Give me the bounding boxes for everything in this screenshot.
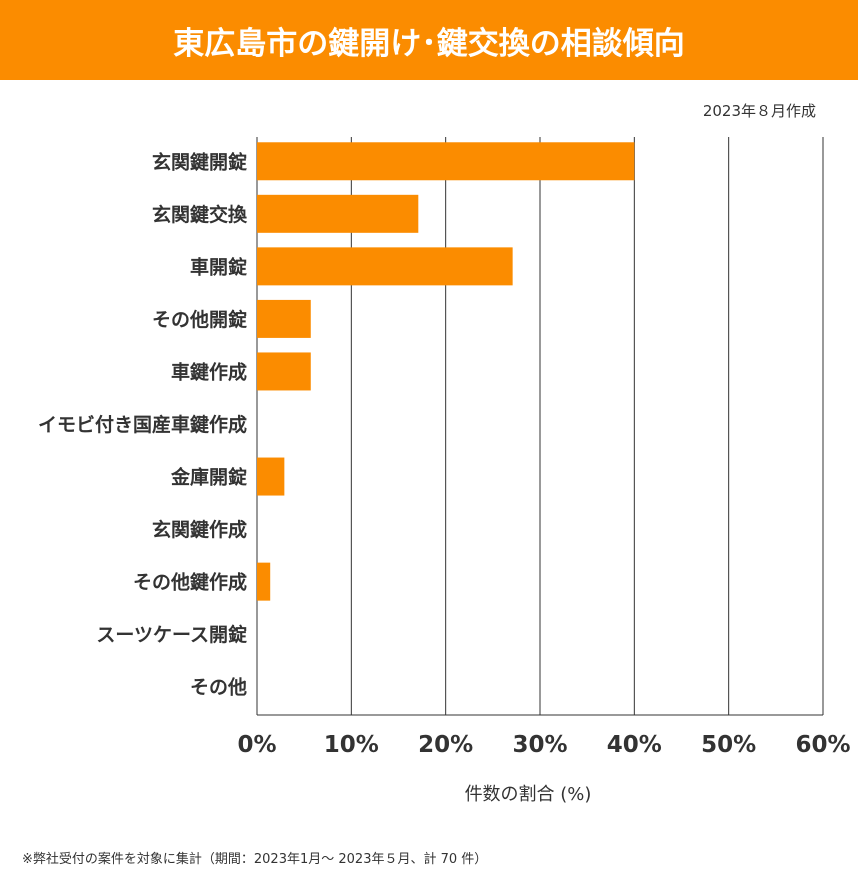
category-label: 車鍵作成 (171, 360, 247, 383)
category-label: その他 (190, 676, 247, 699)
category-label: 車開錠 (190, 255, 247, 278)
footnote: ※弊社受付の案件を対象に集計（期間：2023年1月～ 2023年５月、計 70 … (22, 852, 488, 867)
bar (257, 457, 285, 496)
category-label: 玄関鍵開錠 (152, 150, 247, 173)
bar (257, 299, 311, 338)
x-tick-label: 20% (418, 732, 473, 758)
x-axis-label: 件数の割合 (%) (465, 784, 592, 805)
category-label: その他開錠 (152, 308, 247, 331)
x-tick-label: 40% (607, 732, 662, 758)
x-tick-label: 0% (237, 732, 276, 758)
category-label: 金庫開錠 (170, 466, 247, 489)
bar (257, 352, 311, 391)
date-label: 2023年８月作成 (702, 102, 816, 120)
category-label: スーツケース開錠 (96, 623, 247, 646)
category-label: 玄関鍵交換 (152, 203, 248, 226)
chart-title: 東広島市の鍵開け･鍵交換の相談傾向 (0, 0, 858, 80)
x-tick-label: 10% (324, 732, 379, 758)
category-label: イモビ付き国産車鍵作成 (38, 413, 247, 436)
bar (257, 247, 513, 286)
x-tick-label: 50% (701, 732, 756, 758)
category-label: 玄関鍵作成 (152, 518, 247, 541)
x-tick-label: 60% (795, 732, 850, 758)
x-tick-label: 30% (512, 732, 567, 758)
bar (257, 562, 271, 601)
bar (257, 142, 635, 181)
bar (257, 194, 419, 233)
category-label: その他鍵作成 (133, 571, 247, 594)
